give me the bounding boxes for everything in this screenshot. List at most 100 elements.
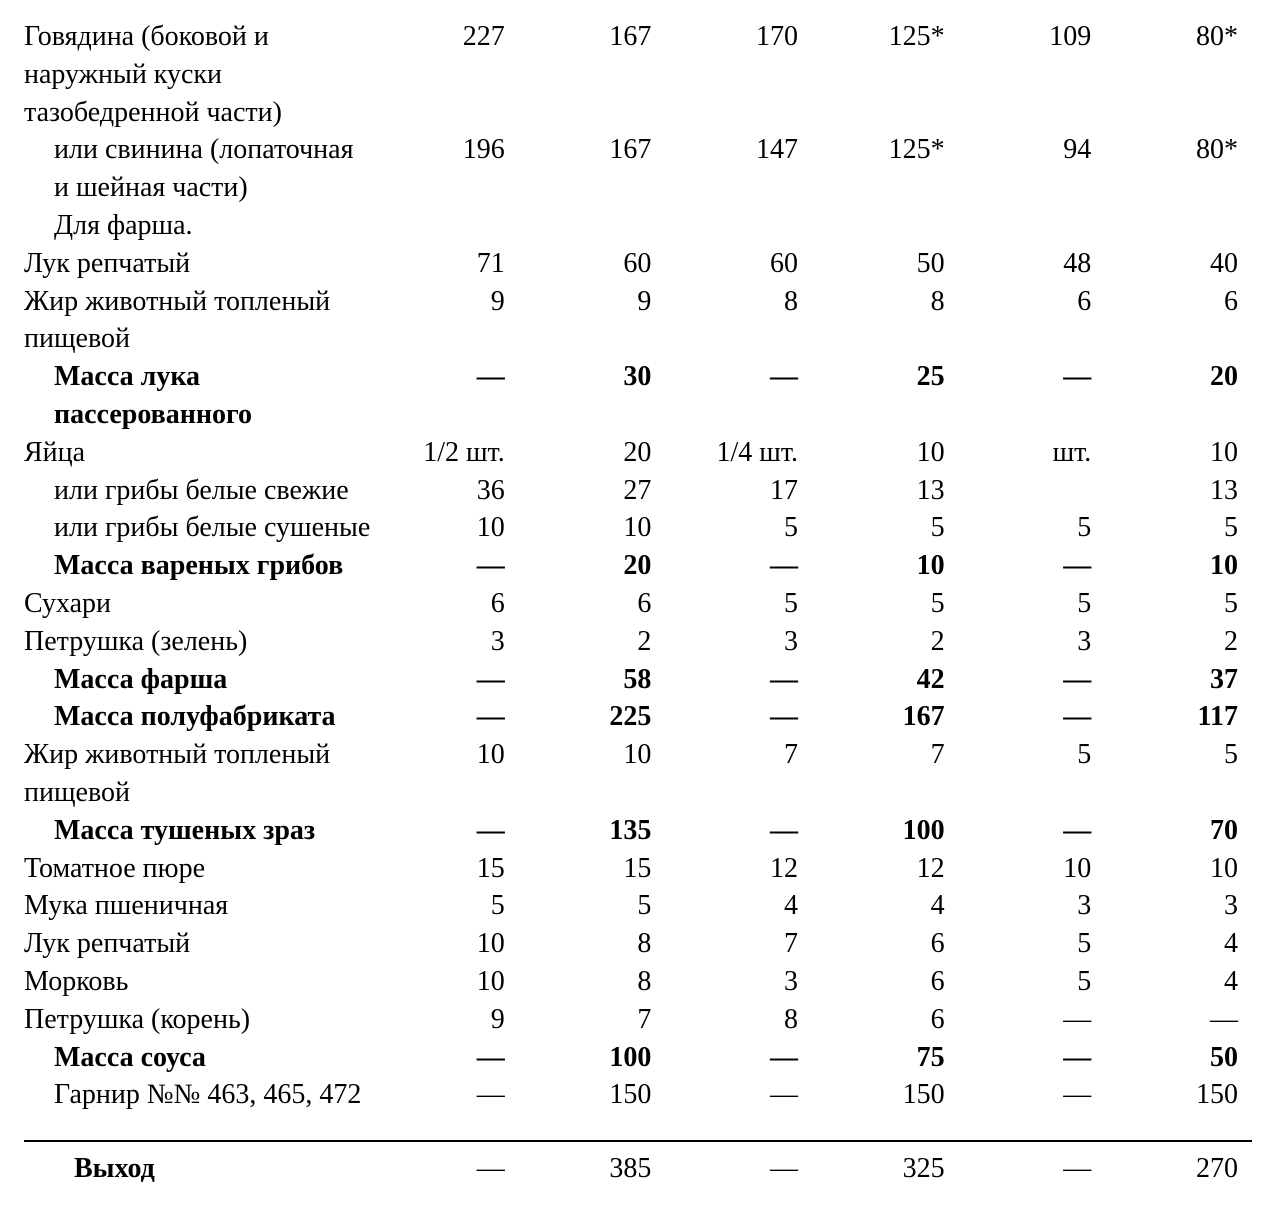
row-label: Сухари [24,585,372,623]
row-cell [519,207,666,245]
row-cell: 12 [812,850,959,888]
table-row: или грибы белые свежие3627171313 [24,472,1252,510]
row-cell: 1/4 шт. [665,434,812,472]
row-cell: 5 [959,585,1106,623]
row-cell [1105,207,1252,245]
row-cell: 2 [812,623,959,661]
row-cell: 125* [812,131,959,207]
row-cell: — [959,358,1106,434]
row-cell: 150 [519,1076,666,1114]
row-cell: 167 [519,131,666,207]
row-cell: — [665,547,812,585]
row-cell [665,207,812,245]
row-cell [959,472,1106,510]
row-cell: 6 [519,585,666,623]
row-cell: 42 [812,661,959,699]
row-cell: 6 [959,283,1106,359]
row-cell: 5 [519,887,666,925]
row-cell: 7 [519,1001,666,1039]
row-cell: — [372,661,519,699]
row-cell: 10 [372,736,519,812]
row-label: Масса соуса [24,1039,372,1077]
table-row: Яйца1/2 шт.201/4 шт.10шт.10 [24,434,1252,472]
recipe-table: Говядина (боковой и наружный куски тазоб… [24,18,1252,1188]
table-row: Петрушка (зелень)323232 [24,623,1252,661]
row-label: Масса лука пассерованного [24,358,372,434]
table-row: Жир животный топленый пищевой10107755 [24,736,1252,812]
footer-cell: 270 [1105,1141,1252,1188]
row-cell: 4 [1105,925,1252,963]
table-row: Морковь1083654 [24,963,1252,1001]
row-cell: — [665,698,812,736]
row-cell: 12 [665,850,812,888]
row-cell: 7 [665,925,812,963]
row-cell: 75 [812,1039,959,1077]
row-cell: 10 [1105,850,1252,888]
row-cell: 36 [372,472,519,510]
row-label: Петрушка (зелень) [24,623,372,661]
row-cell: 167 [812,698,959,736]
row-cell: 5 [1105,509,1252,547]
footer-cell: — [959,1141,1106,1188]
row-cell: 3 [372,623,519,661]
row-label: Петрушка (корень) [24,1001,372,1039]
row-label: Жир животный топленый пищевой [24,736,372,812]
row-cell: 10 [1105,547,1252,585]
row-cell: 27 [519,472,666,510]
row-cell: 25 [812,358,959,434]
table-row: Томатное пюре151512121010 [24,850,1252,888]
row-cell: 6 [1105,283,1252,359]
row-cell: 167 [519,18,666,131]
footer-cell: — [372,1141,519,1188]
row-label: Морковь [24,963,372,1001]
row-cell: 5 [959,963,1106,1001]
row-cell: 10 [1105,434,1252,472]
row-cell: 3 [1105,887,1252,925]
row-label: или свинина (лопаточная и шейная части) [24,131,372,207]
table-row: Сухари665555 [24,585,1252,623]
row-cell: 9 [372,1001,519,1039]
row-cell: 50 [1105,1039,1252,1077]
row-cell: 7 [665,736,812,812]
row-cell: 8 [519,925,666,963]
row-cell: 10 [812,547,959,585]
row-label: Мука пшеничная [24,887,372,925]
row-cell: — [959,547,1106,585]
row-cell: — [372,358,519,434]
row-cell: 100 [812,812,959,850]
row-cell: 60 [665,245,812,283]
row-cell: — [372,812,519,850]
row-cell: 58 [519,661,666,699]
row-label: Масса вареных грибов [24,547,372,585]
row-cell: 15 [372,850,519,888]
row-cell: 196 [372,131,519,207]
row-cell: — [372,1076,519,1114]
row-cell: 147 [665,131,812,207]
table-row: Масса лука пассерованного—30—25—20 [24,358,1252,434]
table-row: Масса соуса—100—75—50 [24,1039,1252,1077]
row-cell: 60 [519,245,666,283]
row-cell: 150 [812,1076,959,1114]
row-cell: — [665,661,812,699]
row-label: Жир животный топленый пищевой [24,283,372,359]
row-cell: 8 [665,1001,812,1039]
row-cell: — [959,661,1106,699]
row-cell: 5 [812,509,959,547]
spacer-row [24,1114,1252,1141]
row-cell: 80* [1105,131,1252,207]
row-cell: — [959,1001,1106,1039]
row-cell: 10 [372,963,519,1001]
row-cell: 9 [372,283,519,359]
row-label: Гарнир №№ 463, 465, 472 [24,1076,372,1114]
row-cell: 8 [812,283,959,359]
row-cell: 6 [812,963,959,1001]
row-cell: 10 [519,736,666,812]
row-cell [959,207,1106,245]
table-row: или свинина (лопаточная и шейная части)1… [24,131,1252,207]
row-label: Масса фарша [24,661,372,699]
table-row: Гарнир №№ 463, 465, 472—150—150—150 [24,1076,1252,1114]
row-cell: — [665,358,812,434]
row-cell: 5 [665,509,812,547]
row-cell: 50 [812,245,959,283]
row-cell: 6 [812,925,959,963]
